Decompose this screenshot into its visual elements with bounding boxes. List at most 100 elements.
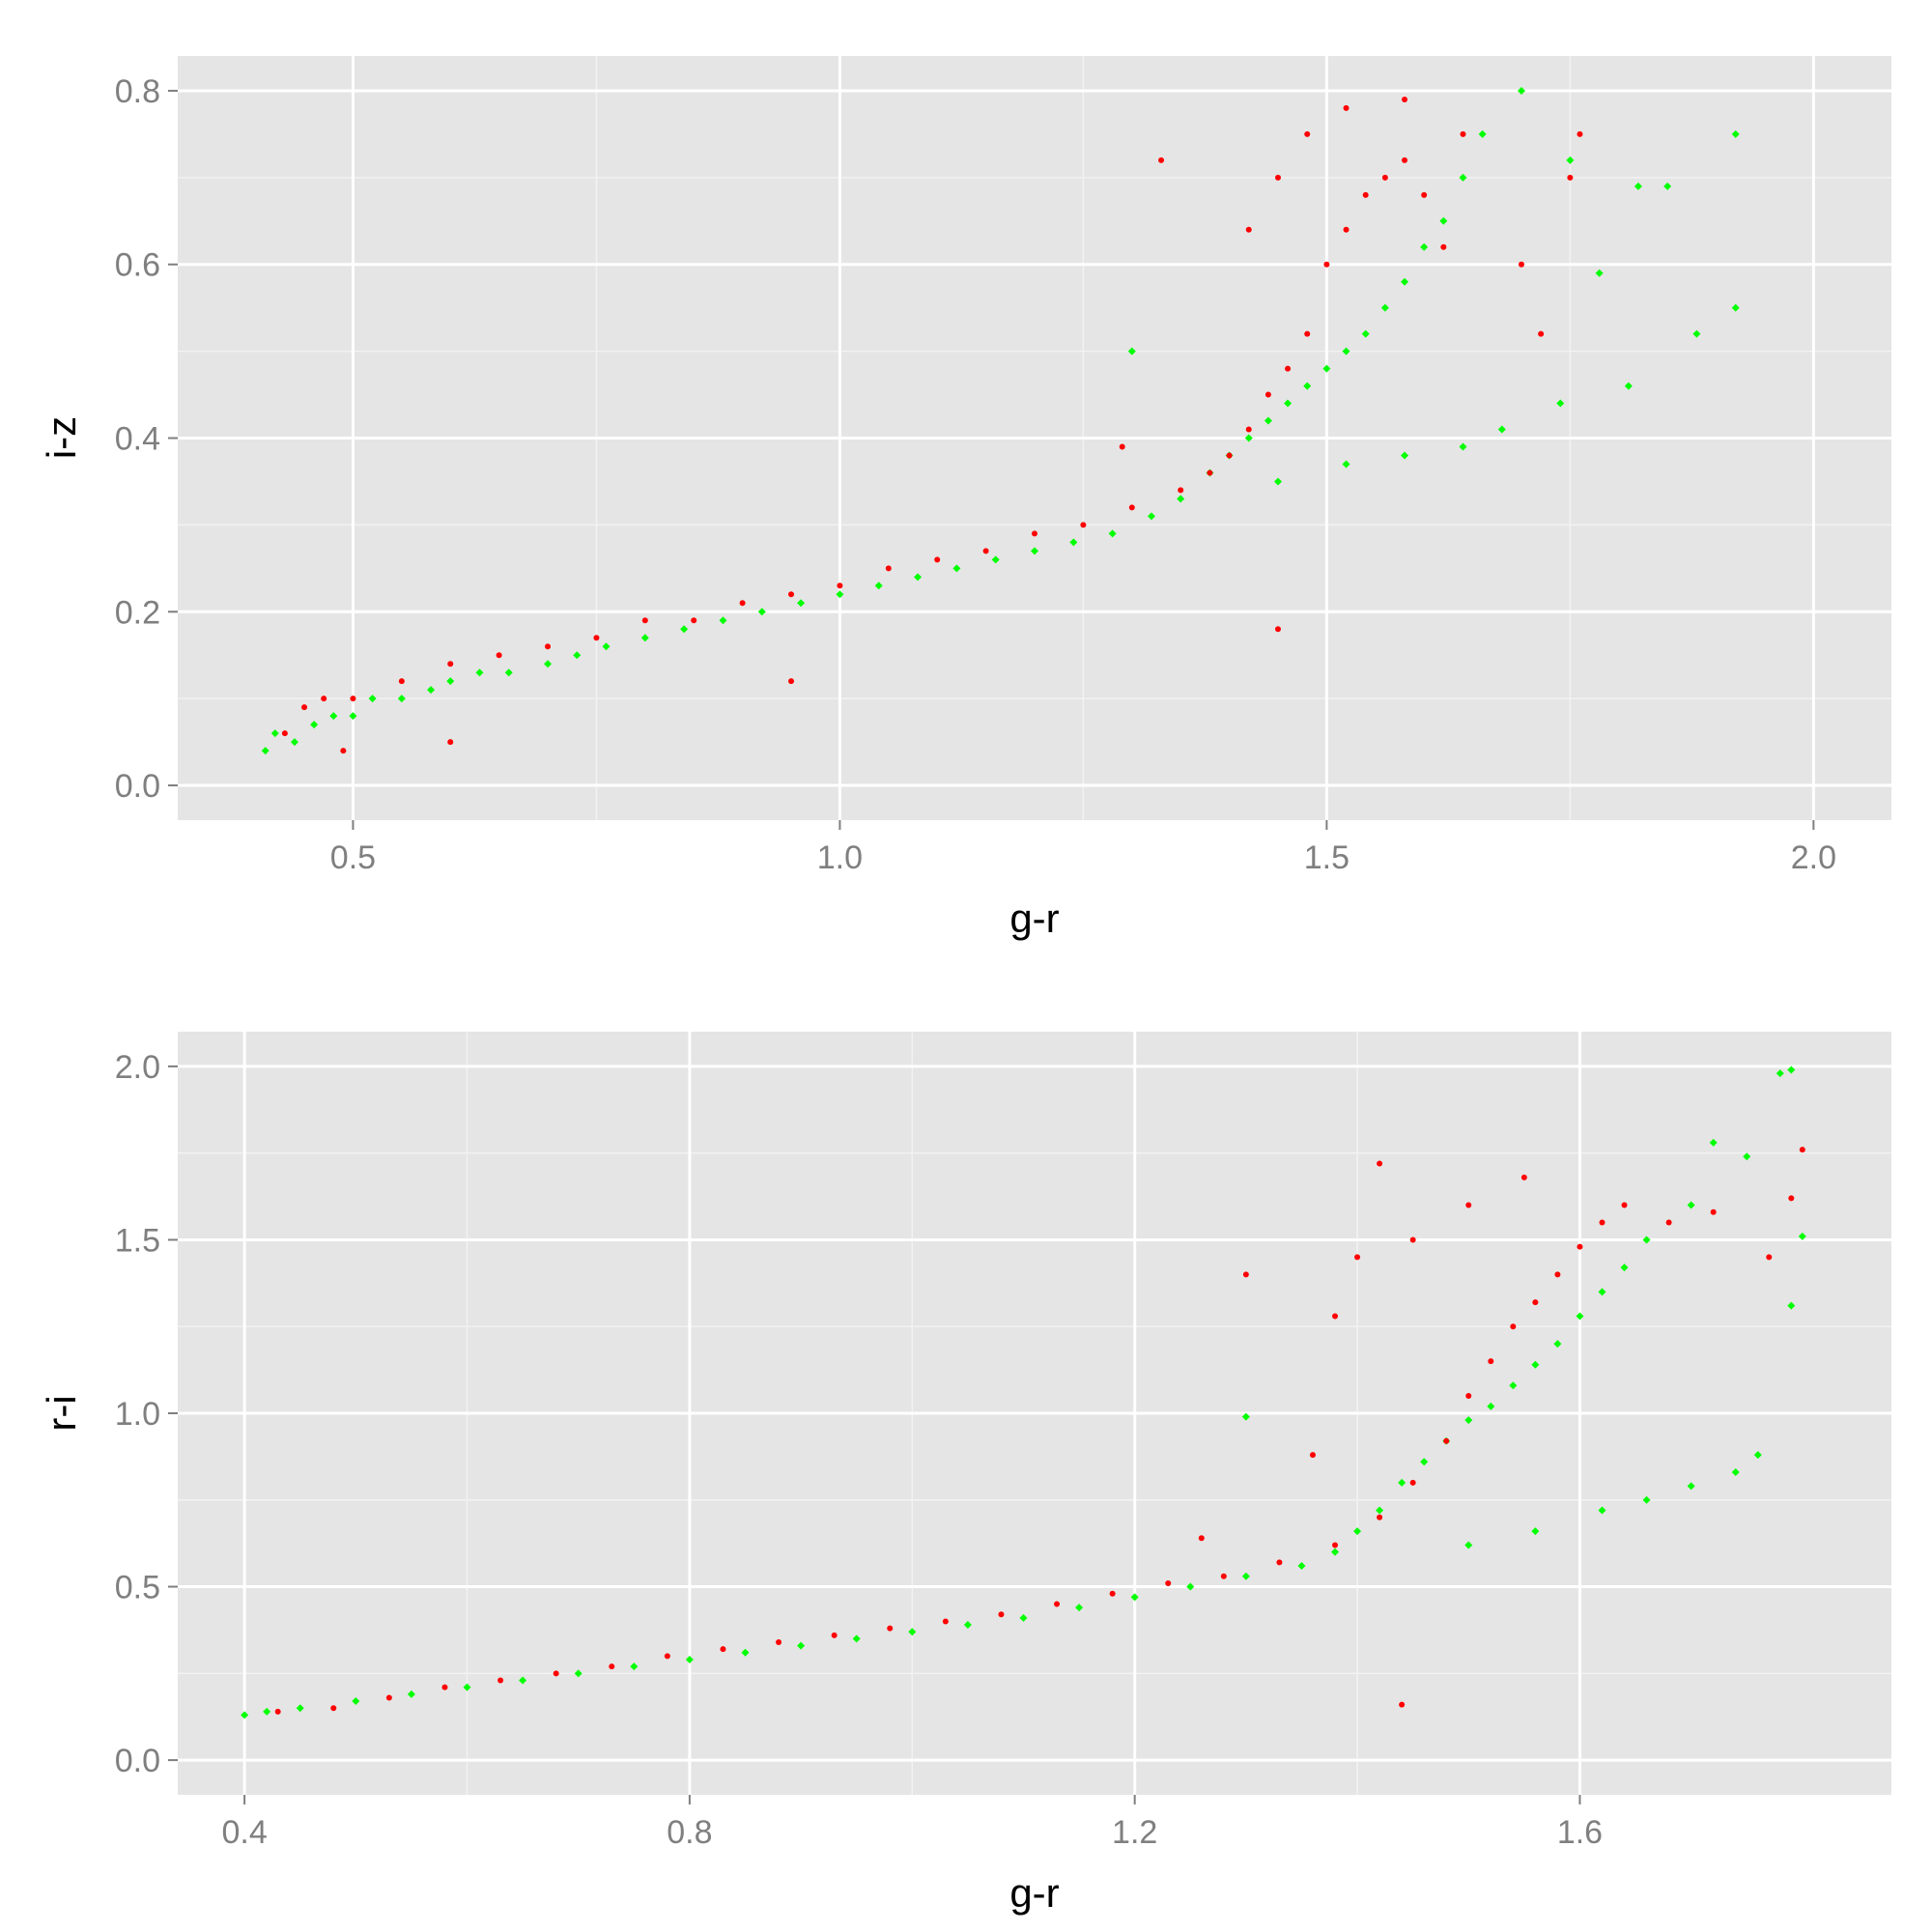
data-point-green — [1576, 1312, 1584, 1321]
data-point-green — [797, 1641, 806, 1650]
data-point-green — [874, 582, 883, 590]
y-tick-labels: 0.0 0.2 0.4 0.6 0.8 — [115, 73, 160, 805]
data-point-red — [1054, 1601, 1061, 1607]
data-point-red — [1245, 426, 1252, 433]
x-tick-label: 0.8 — [667, 1814, 712, 1851]
data-point-green — [797, 599, 806, 608]
data-point-red — [1245, 226, 1252, 233]
data-point-red — [281, 730, 288, 737]
data-point-red — [1332, 1313, 1339, 1320]
data-point-red — [609, 1663, 615, 1670]
data-point-red — [1799, 1147, 1805, 1153]
data-point-green — [1566, 156, 1575, 164]
y-tick-label: 2.0 — [115, 1049, 160, 1086]
data-point-green — [1177, 495, 1185, 503]
grid-lines — [178, 1032, 1891, 1795]
x-tick-labels: 0.5 1.0 1.5 2.0 — [330, 839, 1836, 876]
data-point-red — [885, 565, 892, 572]
data-point-green — [914, 573, 923, 582]
data-point-red — [1538, 330, 1545, 337]
x-axis-title: g-r — [1009, 1870, 1059, 1916]
data-point-green — [1127, 347, 1136, 355]
y-tick-label: 0.4 — [115, 421, 160, 458]
data-point-green — [1509, 1381, 1518, 1390]
data-point-green — [1284, 399, 1293, 408]
data-point-red — [1567, 174, 1574, 181]
data-point-green — [852, 1634, 861, 1643]
data-point-red — [1354, 1254, 1361, 1261]
data-point-red — [1520, 1174, 1527, 1180]
data-point-green — [1147, 512, 1155, 521]
data-point-red — [593, 635, 600, 641]
data-point-red — [1532, 1299, 1539, 1306]
data-point-green — [1398, 1478, 1406, 1487]
data-point-red — [1304, 330, 1311, 337]
data-point-red — [788, 591, 795, 598]
x-tick-label: 1.6 — [1557, 1814, 1603, 1851]
data-point-red — [301, 704, 308, 711]
data-point-green — [719, 616, 727, 625]
data-point-red — [1198, 1535, 1205, 1542]
x-tick-label: 1.2 — [1112, 1814, 1157, 1851]
data-point-green — [1787, 1301, 1796, 1310]
data-point-green — [475, 668, 484, 677]
data-point-green — [1130, 1593, 1139, 1602]
data-point-green — [1753, 1451, 1762, 1460]
data-point-green — [1420, 242, 1429, 251]
y-tick-label: 0.8 — [115, 73, 160, 110]
data-point-green — [1075, 1604, 1084, 1612]
data-point-green — [1439, 216, 1448, 225]
data-point-red — [497, 1677, 504, 1684]
data-point-red — [1460, 130, 1466, 137]
data-point-green — [1517, 86, 1525, 95]
x-axis-title: g-r — [1009, 895, 1059, 941]
data-point-green — [1776, 1069, 1784, 1078]
data-point-red — [1377, 1514, 1383, 1520]
data-point-green — [1322, 364, 1331, 373]
data-point-red — [1399, 1701, 1406, 1708]
data-point-red — [1421, 191, 1428, 198]
data-point-red — [788, 678, 795, 685]
data-point-red — [739, 600, 746, 607]
data-point-green — [1634, 182, 1642, 190]
data-point-green — [368, 695, 377, 703]
data-point-red — [1362, 191, 1369, 198]
data-point-green — [991, 555, 1000, 564]
data-point-green — [573, 651, 582, 660]
data-point-red — [776, 1639, 782, 1645]
data-point-red — [1109, 1590, 1116, 1597]
data-point-red — [1343, 104, 1350, 111]
data-point-red — [1377, 1160, 1383, 1167]
data-point-red — [1332, 1542, 1339, 1548]
data-point-red — [887, 1625, 894, 1632]
data-point-red — [1128, 504, 1135, 511]
data-point-red — [1080, 522, 1087, 528]
data-point-green — [1743, 1152, 1751, 1161]
data-point-red — [441, 1684, 448, 1690]
data-point-red — [1554, 1271, 1561, 1278]
data-point-green — [1556, 399, 1565, 408]
data-point-green — [1361, 329, 1370, 338]
top-panel: 0.0 0.2 0.4 0.6 0.8 0.5 1.0 1.5 2.0 g-r i-z — [39, 56, 1891, 941]
data-point-red — [1465, 1202, 1472, 1208]
data-point-green — [1031, 547, 1038, 555]
data-point-green — [446, 677, 455, 686]
data-point-red — [1343, 226, 1350, 233]
data-point-red — [1402, 156, 1408, 163]
data-point-green — [427, 686, 436, 695]
data-point-green — [1687, 1482, 1695, 1491]
data-point-red — [447, 739, 454, 746]
data-point-red — [1158, 156, 1165, 163]
data-point-green — [1186, 1582, 1195, 1591]
data-point-red — [641, 617, 648, 624]
data-point-green — [241, 1711, 249, 1719]
data-point-red — [942, 1618, 949, 1625]
data-point-red — [1518, 261, 1524, 268]
data-point-green — [1642, 1236, 1651, 1244]
data-point-green — [1459, 442, 1467, 451]
data-point-red — [1276, 1559, 1283, 1566]
data-point-red — [1577, 130, 1583, 137]
data-point-red — [837, 582, 843, 589]
data-point-red — [1443, 1437, 1450, 1444]
data-point-green — [290, 738, 298, 747]
